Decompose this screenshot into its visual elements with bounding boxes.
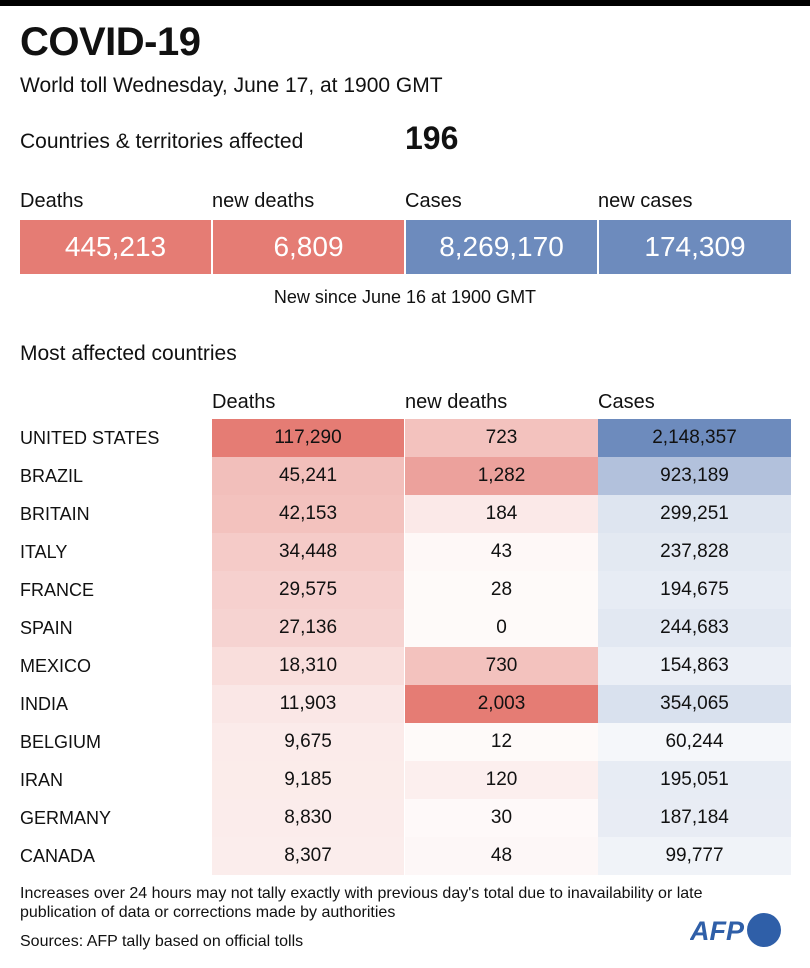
cases-cell: 923,189 <box>598 457 791 495</box>
country-name: ITALY <box>20 542 68 562</box>
new-since-note: New since June 16 at 1900 GMT <box>273 287 537 307</box>
countries-affected-label: Countries & territories affected <box>20 130 304 153</box>
summary-new-deaths-label: new deaths <box>212 190 315 212</box>
summary-new-cases-label: new cases <box>598 190 693 212</box>
new-deaths-cell: 120 <box>405 761 598 799</box>
table-row: MEXICO 18,310 730 154,863 <box>0 647 810 685</box>
table-row: BRITAIN 42,153 184 299,251 <box>0 495 810 533</box>
cases-cell: 194,675 <box>598 571 791 609</box>
cases-cell: 154,863 <box>598 647 791 685</box>
country-name: BELGIUM <box>20 732 102 752</box>
deaths-cell: 45,241 <box>212 457 404 495</box>
new-deaths-cell: 30 <box>405 799 598 837</box>
country-name: IRAN <box>20 770 64 790</box>
footnote: Increases over 24 hours may not tally ex… <box>20 885 703 921</box>
column-header-cases: Cases <box>598 391 655 413</box>
new-deaths-cell: 184 <box>405 495 598 533</box>
cases-cell: 2,148,357 <box>598 419 791 457</box>
country-name: FRANCE <box>20 580 95 600</box>
country-name: MEXICO <box>20 656 92 676</box>
country-name: SPAIN <box>20 618 73 638</box>
summary-deaths-label: Deaths <box>20 190 84 212</box>
table-row: BRAZIL 45,241 1,282 923,189 <box>0 457 810 495</box>
table-row: ITALY 34,448 43 237,828 <box>0 533 810 571</box>
table-row: FRANCE 29,575 28 194,675 <box>0 571 810 609</box>
new-deaths-cell: 1,282 <box>405 457 598 495</box>
deaths-cell: 117,290 <box>212 419 404 457</box>
country-name: BRAZIL <box>20 466 84 486</box>
afp-logo: AFP <box>690 913 781 947</box>
cases-cell: 354,065 <box>598 685 791 723</box>
cases-cell: 195,051 <box>598 761 791 799</box>
cases-cell: 99,777 <box>598 837 791 875</box>
table-row: UNITED STATES 117,290 723 2,148,357 <box>0 419 810 457</box>
new-deaths-cell: 12 <box>405 723 598 761</box>
country-name: INDIA <box>20 694 69 714</box>
table-row: INDIA 11,903 2,003 354,065 <box>0 685 810 723</box>
deaths-cell: 34,448 <box>212 533 404 571</box>
table-row: CANADA 8,307 48 99,777 <box>0 837 810 875</box>
new-deaths-cell: 28 <box>405 571 598 609</box>
summary-new-deaths-value: 6,809 <box>213 220 404 274</box>
summary-cases-value: 8,269,170 <box>406 220 597 274</box>
new-deaths-cell: 723 <box>405 419 598 457</box>
country-name: BRITAIN <box>20 504 90 524</box>
summary-new-cases-value: 174,309 <box>599 220 791 274</box>
country-name: CANADA <box>20 846 96 866</box>
afp-logo-text: AFP <box>690 916 745 946</box>
deaths-cell: 18,310 <box>212 647 404 685</box>
new-deaths-cell: 48 <box>405 837 598 875</box>
summary-deaths-value: 445,213 <box>20 220 211 274</box>
cases-cell: 60,244 <box>598 723 791 761</box>
table-row: GERMANY 8,830 30 187,184 <box>0 799 810 837</box>
cases-cell: 299,251 <box>598 495 791 533</box>
table-row: IRAN 9,185 120 195,051 <box>0 761 810 799</box>
deaths-cell: 42,153 <box>212 495 404 533</box>
country-name: GERMANY <box>20 808 112 828</box>
page-title: COVID-19 <box>20 20 201 64</box>
countries-affected-value: 196 <box>405 120 459 156</box>
new-deaths-cell: 43 <box>405 533 598 571</box>
cases-cell: 237,828 <box>598 533 791 571</box>
new-deaths-cell: 2,003 <box>405 685 598 723</box>
deaths-cell: 27,136 <box>212 609 404 647</box>
new-deaths-cell: 0 <box>405 609 598 647</box>
cases-cell: 187,184 <box>598 799 791 837</box>
summary-cases-label: Cases <box>405 190 462 212</box>
cases-cell: 244,683 <box>598 609 791 647</box>
deaths-cell: 9,185 <box>212 761 404 799</box>
top-bar <box>0 0 810 6</box>
deaths-cell: 8,307 <box>212 837 404 875</box>
deaths-cell: 29,575 <box>212 571 404 609</box>
table-row: BELGIUM 9,675 12 60,244 <box>0 723 810 761</box>
sources: Sources: AFP tally based on official tol… <box>20 933 304 950</box>
table-title: Most affected countries <box>20 342 237 365</box>
table-row: SPAIN 27,136 0 244,683 <box>0 609 810 647</box>
subtitle: World toll Wednesday, June 17, at 1900 G… <box>20 74 443 97</box>
deaths-cell: 8,830 <box>212 799 404 837</box>
column-header-new-deaths: new deaths <box>405 391 508 413</box>
deaths-cell: 9,675 <box>212 723 404 761</box>
new-deaths-cell: 730 <box>405 647 598 685</box>
country-name: UNITED STATES <box>20 428 160 448</box>
deaths-cell: 11,903 <box>212 685 404 723</box>
column-header-deaths: Deaths <box>212 391 276 413</box>
